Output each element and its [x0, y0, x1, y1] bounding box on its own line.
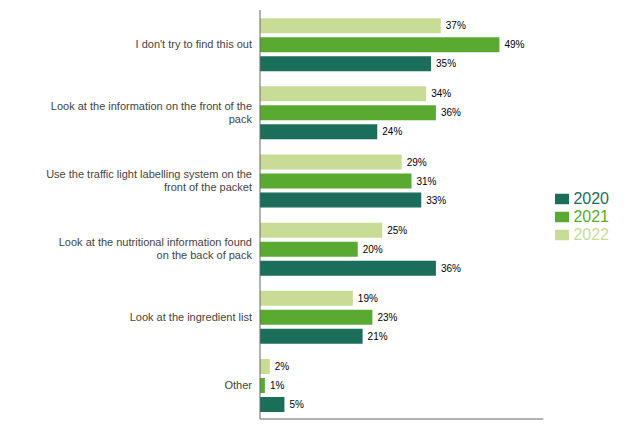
html-text:2022: 2022 — [573, 225, 609, 243]
svg-text:36%: 36% — [441, 107, 461, 118]
svg-text:5%: 5% — [289, 399, 304, 410]
svg-text:37%: 37% — [446, 20, 466, 31]
svg-text:Look at the nutritional inform: Look at the nutritional information foun… — [59, 236, 253, 261]
svg-text:21%: 21% — [368, 331, 388, 342]
svg-text:25%: 25% — [387, 225, 407, 236]
html-text:2021: 2021 — [573, 207, 609, 225]
svg-text:Other: Other — [224, 379, 252, 391]
svg-text:33%: 33% — [426, 195, 446, 206]
svg-text:49%: 49% — [504, 39, 524, 50]
svg-text:29%: 29% — [407, 157, 427, 168]
svg-text:36%: 36% — [441, 263, 461, 274]
svg-text:35%: 35% — [436, 58, 456, 69]
svg-text:24%: 24% — [382, 126, 402, 137]
svg-text:Use the traffic light labellin: Use the traffic light labelling system o… — [46, 168, 252, 193]
svg-text:19%: 19% — [358, 293, 378, 304]
svg-text:34%: 34% — [431, 88, 451, 99]
svg-text:31%: 31% — [416, 176, 436, 187]
svg-text:20%: 20% — [363, 244, 383, 255]
svg-text:Look at the ingredient list: Look at the ingredient list — [130, 311, 252, 323]
svg-text:23%: 23% — [377, 312, 397, 323]
svg-text:I don't try to find this out: I don't try to find this out — [136, 38, 252, 50]
svg-text:1%: 1% — [270, 380, 285, 391]
svg-text:Look at the information on the: Look at the information on the front of … — [51, 100, 253, 125]
html-text:2020: 2020 — [573, 189, 609, 207]
svg-text:2%: 2% — [275, 361, 290, 372]
